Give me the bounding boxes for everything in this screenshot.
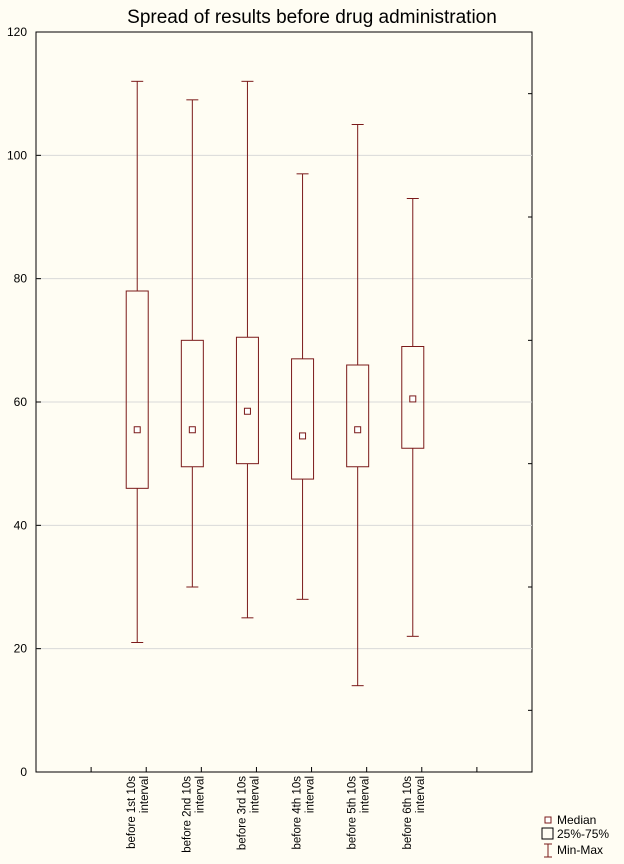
category-label-1: before 1st 10sinterval xyxy=(126,776,151,849)
category-label-line-5-1: before 5th 10s xyxy=(347,776,359,850)
median-marker-3 xyxy=(243,407,251,415)
category-label-line-1-1: before 1st 10s xyxy=(126,776,138,849)
legend-minmax-label: Min-Max xyxy=(557,843,603,857)
category-label-4: before 4th 10sinterval xyxy=(292,776,317,850)
box-6 xyxy=(401,198,425,637)
chart-title: Spread of results before drug administra… xyxy=(127,7,497,28)
category-label-line-4-2: interval xyxy=(305,776,317,813)
iqr-box-5 xyxy=(346,364,370,468)
y-tick-label-120: 120 xyxy=(7,25,27,39)
legend-median-symbol xyxy=(544,816,552,824)
y-tick-label-40: 40 xyxy=(14,518,28,532)
iqr-box-3 xyxy=(235,336,259,465)
category-label-2: before 2nd 10sinterval xyxy=(181,776,206,853)
category-label-5: before 5th 10sinterval xyxy=(347,776,372,850)
category-label-line-3-2: interval xyxy=(249,776,261,813)
median-marker-6 xyxy=(409,395,417,403)
box-series xyxy=(125,80,425,687)
median-marker-2 xyxy=(188,426,196,434)
category-label-line-2-2: interval xyxy=(194,776,206,813)
category-label-line-6-2: interval xyxy=(415,776,427,813)
y-tick-label-100: 100 xyxy=(7,148,27,162)
median-marker-5 xyxy=(354,426,362,434)
box-1 xyxy=(125,80,149,643)
iqr-box-2 xyxy=(180,339,204,468)
median-marker-4 xyxy=(299,432,307,440)
y-tick-label-0: 0 xyxy=(20,765,27,779)
median-marker-1 xyxy=(133,426,141,434)
category-label-3: before 3rd 10sinterval xyxy=(236,776,261,850)
category-label-line-1-2: interval xyxy=(139,776,151,813)
x-axis-ticks xyxy=(90,767,478,772)
y-tick-label-60: 60 xyxy=(14,395,28,409)
legend-iqr-label: 25%-75% xyxy=(557,827,609,841)
category-label-6: before 6th 10sinterval xyxy=(402,776,427,850)
box-5 xyxy=(346,124,370,687)
iqr-box-6 xyxy=(401,346,425,449)
y-tick-label-80: 80 xyxy=(14,272,28,286)
iqr-box-1 xyxy=(125,290,149,489)
category-label-line-2-1: before 2nd 10s xyxy=(181,776,193,853)
box-2 xyxy=(180,99,204,588)
iqr-box-4 xyxy=(291,358,315,480)
legend-median-label: Median xyxy=(557,813,596,827)
box-3 xyxy=(235,80,259,619)
category-label-line-3-1: before 3rd 10s xyxy=(236,776,248,850)
category-label-line-4-1: before 4th 10s xyxy=(292,776,304,850)
y-axis-ticks: 0 20 40 60 80 100 120 xyxy=(7,25,532,779)
box-4 xyxy=(291,173,315,600)
category-labels: before 1st 10sinterval before 2nd 10sinte… xyxy=(126,776,427,853)
category-label-line-6-1: before 6th 10s xyxy=(402,776,414,850)
grid-lines xyxy=(36,154,532,650)
category-label-line-5-2: interval xyxy=(360,776,372,813)
legend-iqr-symbol xyxy=(541,827,554,840)
y-tick-label-20: 20 xyxy=(14,642,28,656)
